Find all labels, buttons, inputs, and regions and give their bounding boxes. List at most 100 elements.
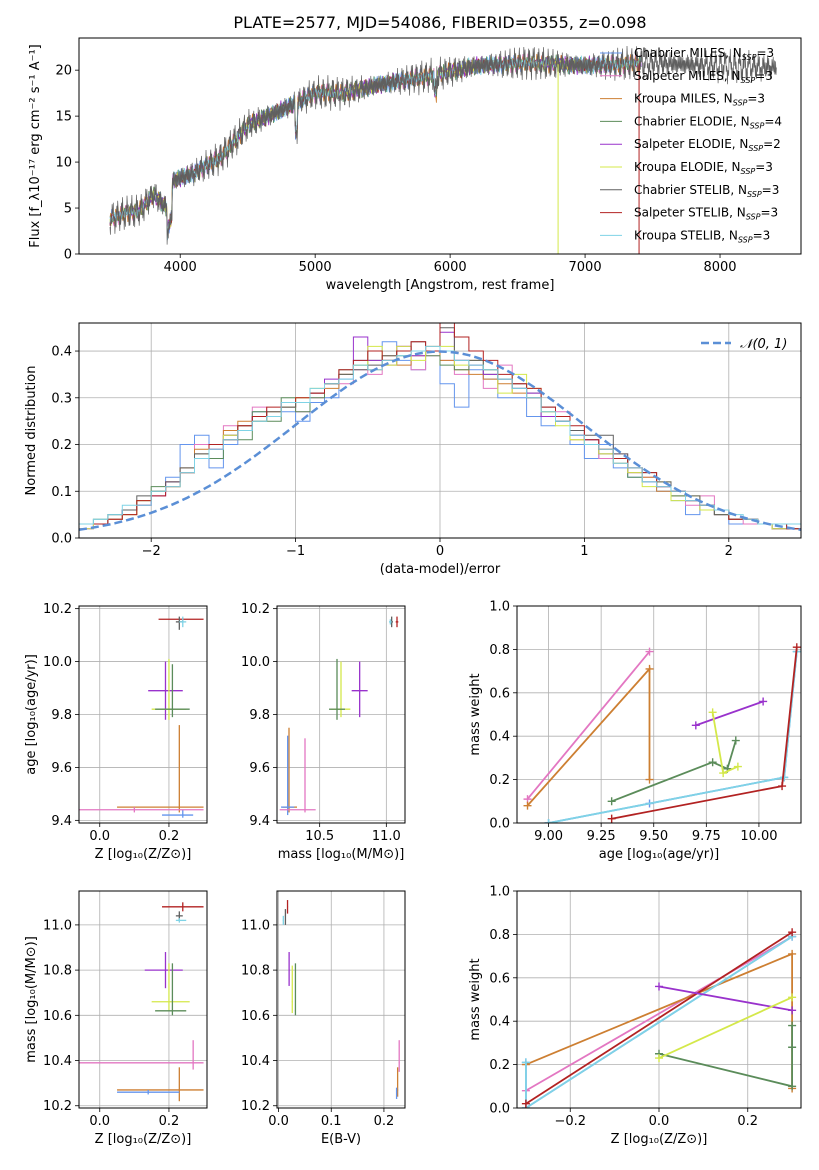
weight-marker — [521, 1099, 530, 1108]
x-tick-label: 0.2 — [374, 1114, 395, 1129]
weight-series-chabrier-miles — [544, 647, 801, 823]
x-tick-label: 6000 — [434, 260, 467, 275]
x-tick-label: 9.50 — [639, 829, 668, 844]
weight-marker — [645, 647, 654, 656]
x-tick-label: 9.00 — [534, 829, 563, 844]
errorbar-salpeter-miles — [279, 738, 316, 813]
errorbar-salpeter-miles — [79, 1040, 204, 1070]
legend-label: Chabrier STELIB, NSSP=3 — [634, 183, 779, 199]
weight-marker — [544, 819, 553, 823]
errorbar-chabrier-miles — [117, 1089, 180, 1095]
errorbar-salpeter-stelib — [158, 617, 204, 621]
y-tick-label: 10.6 — [241, 1009, 270, 1024]
y-tick-label: 10.4 — [43, 1054, 72, 1069]
legend-label-suffix: =3 — [762, 183, 780, 197]
errorbar-chabrier-elodie — [294, 963, 297, 1016]
x-tick-label: 4000 — [164, 260, 197, 275]
weight-line — [658, 1025, 793, 1088]
y-tick-label: 9.4 — [51, 814, 72, 829]
spectrum-axes: 4000 5000 6000 7000 8000 0 5 10 15 20 wavelength [… — [28, 44, 737, 293]
errorbar-salpeter-stelib — [286, 900, 289, 914]
y-axis-label: Normed distribution — [24, 366, 39, 496]
weight-marker — [759, 697, 768, 706]
legend-label-main: Kroupa MILES, N — [634, 92, 733, 106]
legend-label-main: Salpeter STELIB, N — [634, 206, 746, 220]
weight-line — [525, 931, 793, 1105]
histogram-step-kroupa-stelib — [79, 345, 801, 538]
weight-marker — [645, 775, 654, 784]
weight-marker — [655, 982, 663, 991]
weight-marker — [788, 1006, 797, 1015]
y-tick-label: 9.6 — [51, 761, 72, 776]
errorbar-salpeter-elodie — [288, 952, 290, 986]
weight-vs-age-axes: 9.00 9.25 9.50 9.75 10.00 0.0 0.2 0.4 0.6 0.8 1.0 a… — [468, 600, 801, 862]
legend-label-suffix: =3 — [760, 206, 778, 220]
figure-title: PLATE=2577, MJD=54086, FIBERID=0355, z=0… — [233, 13, 646, 32]
y-tick-label: 0.6 — [489, 971, 510, 986]
errorbar-chabrier-stelib — [284, 909, 287, 925]
legend-label-main: Chabrier ELODIE, N — [634, 114, 750, 128]
legend-label-suffix: =4 — [764, 114, 782, 128]
y-tick-label: 0 — [64, 248, 72, 263]
weight-series-salpeter-elodie — [655, 982, 797, 1015]
weight-series-kroupa-elodie — [708, 708, 742, 778]
y-tick-label: 0.4 — [489, 1015, 510, 1030]
y-tick-label: 10.2 — [43, 1099, 72, 1114]
legend-label-suffix: =3 — [755, 69, 773, 83]
weight-marker — [731, 736, 740, 745]
axes-frame — [276, 605, 406, 824]
age-vs-Z-axes: 0.0 0.2 9.4 9.6 9.8 10.0 10.2 Z [log₁₀(Z/Z⊙)] ag… — [24, 602, 207, 862]
axes-frame — [516, 605, 802, 824]
y-tick-label: 0.8 — [489, 643, 510, 658]
x-tick-label: 7000 — [569, 260, 602, 275]
y-tick-label: 10.0 — [241, 655, 270, 670]
weight-line — [611, 740, 737, 803]
y-tick-label: 5 — [64, 202, 72, 217]
y-tick-label: 9.6 — [249, 761, 270, 776]
errorbar-chabrier-elodie — [155, 963, 187, 1016]
legend-label-main: Kroupa STELIB, N — [634, 228, 738, 242]
legend-label-sub: SSP — [738, 235, 753, 244]
errorbar-kroupa-miles — [396, 1067, 399, 1097]
x-tick-label: 0.0 — [89, 1114, 110, 1129]
y-tick-label: 0.0 — [489, 817, 510, 832]
y-tick-label: 0.4 — [489, 730, 510, 745]
axes-frame — [276, 890, 406, 1109]
y-axis-label: mass [log₁₀(M/M⊙)] — [24, 936, 39, 1063]
weight-series-salpeter-stelib — [521, 928, 797, 1108]
x-tick-label: −2 — [142, 544, 161, 559]
weight-line — [548, 651, 798, 823]
y-tick-label: 9.4 — [249, 814, 270, 829]
weight-series-salpeter-elodie — [691, 697, 768, 730]
x-tick-label: 5000 — [299, 260, 332, 275]
weight-line — [658, 985, 793, 1012]
errorbar-kroupa-elodie — [151, 963, 190, 1011]
errorbar-chabrier-miles — [281, 735, 295, 816]
weight-vs-age-plot — [523, 643, 801, 823]
y-tick-label: 1.0 — [489, 600, 510, 615]
y-tick-label: 0.1 — [51, 485, 72, 500]
x-axis-label: (data-model)/error — [380, 562, 501, 577]
legend-label: Salpeter MILES, NSSP=3 — [634, 69, 773, 85]
weight-marker — [788, 949, 797, 958]
mass-vs-Z-axes: 0.0 0.2 10.2 10.4 10.6 10.8 11.0 Z [log₁₀(Z/Z⊙)… — [24, 891, 207, 1147]
weight-marker — [788, 1082, 797, 1091]
weight-marker — [733, 762, 742, 771]
y-tick-label: 10.0 — [43, 655, 72, 670]
weight-marker — [691, 721, 700, 730]
spectrum-plot — [109, 45, 777, 254]
weight-marker — [778, 782, 787, 791]
x-tick-label: 0.1 — [321, 1114, 342, 1129]
weight-series-kroupa-miles — [523, 664, 654, 810]
weight-marker — [719, 769, 728, 778]
x-tick-label: 0.0 — [649, 1114, 670, 1129]
weight-line — [695, 700, 764, 727]
residuals-plot — [79, 323, 801, 538]
errorbar-salpeter-miles — [398, 1040, 400, 1072]
x-tick-label: 0 — [436, 544, 444, 559]
errorbar-salpeter-miles — [79, 807, 204, 813]
x-axis-label: E(B-V) — [321, 1132, 361, 1147]
legend-label-sub: SSP — [741, 167, 756, 176]
legend-label-sub: SSP — [748, 144, 763, 153]
